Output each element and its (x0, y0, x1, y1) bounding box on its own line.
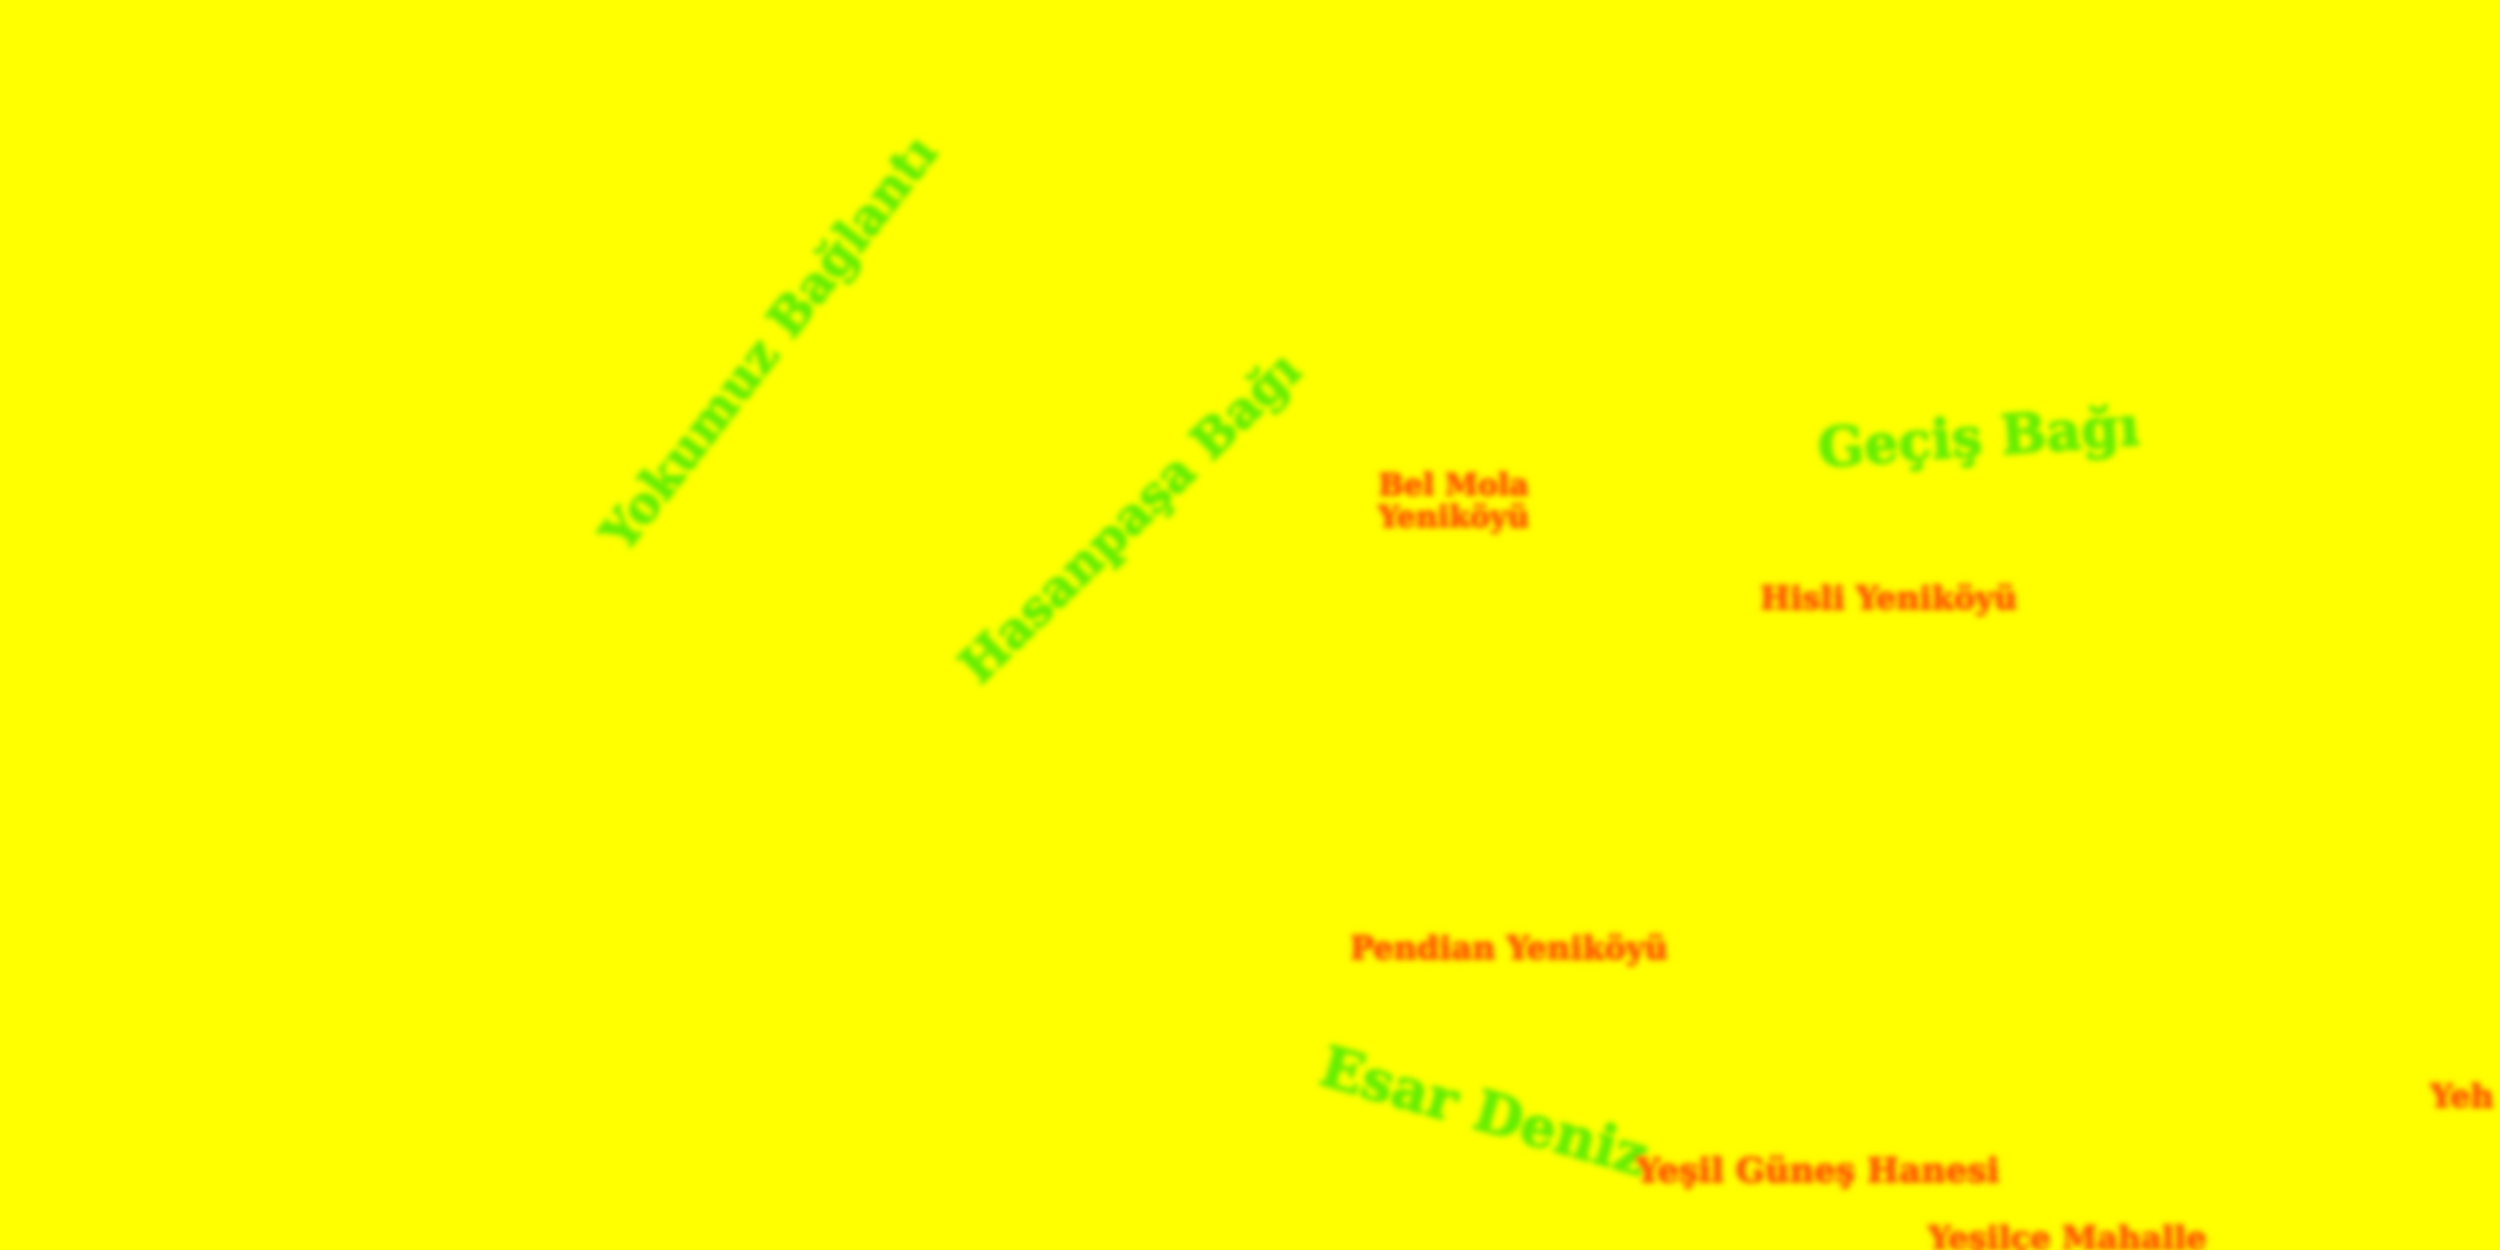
map-label-hisli-yenikoyu: Hisli Yeniköyü (1760, 579, 2018, 617)
map-label-bel-mola: Bel Mola Yeniköyü (1378, 470, 1529, 533)
map-label-yesil-gunes-hanesi: Yeşil Güneş Hanesi (1636, 1151, 2000, 1191)
map-label-gecis-bagi: Geçiş Bağı (1815, 393, 2142, 480)
map-label-pendian-yenikoyu: Pendian Yeniköyü (1350, 929, 1668, 967)
map-label-esar-deniz: Esar Deniz (1313, 1033, 1656, 1190)
map-label-bel-mola-line2: Yeniköyü (1378, 499, 1530, 535)
map-label-yokumuz-baglantisi: Yokumuz Bağlantı (588, 123, 949, 562)
map-label-bel-mola-line1: Bel Mola (1378, 468, 1529, 503)
map-label-right-edge-fragment (2478, 990, 2500, 1030)
map-label-hasanpasa-bagi: Hasanpaşa Bağı (946, 339, 1313, 695)
map-label-right-partial: Yeh (2430, 1077, 2494, 1115)
map-label-bottom-partial: Yeşilçe Mahalle (1928, 1219, 2207, 1250)
